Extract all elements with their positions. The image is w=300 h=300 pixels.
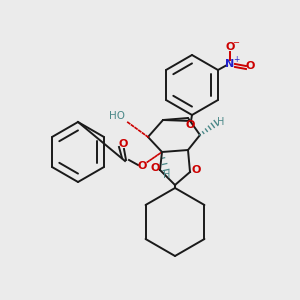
Text: O: O — [150, 163, 160, 173]
Text: +: + — [233, 56, 239, 64]
Text: O: O — [118, 139, 128, 149]
Text: H: H — [163, 170, 171, 180]
Text: H: H — [217, 117, 225, 127]
Text: N: N — [225, 59, 235, 69]
Text: HO: HO — [109, 111, 125, 121]
Text: −: − — [232, 38, 239, 47]
Text: O: O — [191, 165, 201, 175]
Text: O: O — [137, 161, 147, 171]
Text: O: O — [225, 42, 235, 52]
Text: O: O — [245, 61, 255, 71]
Text: O: O — [185, 120, 195, 130]
